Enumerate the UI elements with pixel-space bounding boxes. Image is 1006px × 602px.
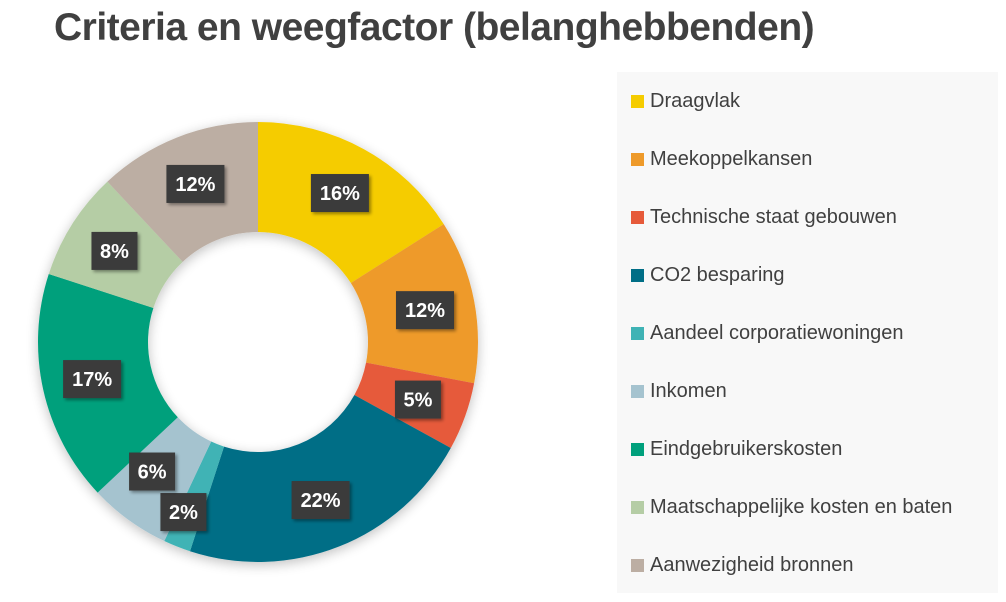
legend-label: Aanwezigheid bronnen [650, 553, 854, 576]
legend-item: Inkomen [631, 379, 727, 403]
data-label: 8% [91, 231, 138, 270]
legend-swatch [631, 442, 644, 456]
data-label-text: 17% [72, 369, 112, 391]
legend-label: Maatschappelijke kosten en baten [650, 495, 953, 518]
legend-label: Draagvlak [650, 89, 741, 112]
legend-item: Aanwezigheid bronnen [631, 553, 854, 577]
data-label: 12% [395, 291, 454, 330]
legend: Draagvlak Meekoppelkansen Technische staat… [617, 72, 998, 593]
data-label-text: 8% [100, 241, 129, 263]
legend-swatch [631, 94, 644, 108]
data-label: 22% [291, 481, 350, 520]
donut-slices [37, 122, 478, 562]
legend-label: Inkomen [650, 379, 727, 402]
data-label: 16% [310, 174, 369, 213]
data-label-text: 6% [138, 462, 167, 484]
legend-item: Aandeel corporatiewoningen [631, 321, 904, 345]
legend-swatch [631, 326, 644, 340]
legend-label: Eindgebruikerskosten [650, 437, 843, 460]
data-label-box [160, 493, 207, 532]
data-label: 6% [129, 452, 176, 491]
legend-label: Technische staat gebouwen [650, 205, 897, 228]
legend-item: Maatschappelijke kosten en baten [631, 495, 952, 519]
data-label: 17% [63, 360, 122, 399]
data-label-text: 12% [175, 174, 215, 196]
legend-swatch [631, 558, 644, 572]
legend-item: Technische staat gebouwen [631, 205, 897, 229]
legend-item: Meekoppelkansen [631, 147, 812, 171]
data-label-box [91, 231, 138, 270]
data-label-text: 16% [320, 183, 360, 205]
legend-swatch [631, 210, 644, 224]
legend-swatch [631, 384, 644, 398]
legend-swatch [631, 268, 644, 282]
legend-label: CO2 besparing [650, 263, 785, 286]
chart-title: Criteria en weegfactor (belanghebbenden) [54, 6, 815, 49]
legend-label: Meekoppelkansen [650, 147, 813, 170]
legend-label: Aandeel corporatiewoningen [650, 321, 904, 344]
data-label-box [63, 360, 122, 399]
data-labels: 16% 12% 5% 22% 2%6% 17% 8% 12% [63, 164, 454, 532]
data-label-text: 12% [405, 300, 445, 322]
data-label: 2% [160, 493, 207, 532]
legend-item: Draagvlak [631, 89, 740, 113]
legend-swatch [631, 500, 644, 514]
legend-item: Eindgebruikerskosten [631, 437, 842, 461]
data-label-box [394, 380, 441, 419]
data-label-text: 22% [301, 490, 341, 512]
data-label-text: 2% [169, 502, 198, 524]
data-label: 5% [394, 380, 441, 419]
data-label: 12% [166, 164, 225, 203]
data-label-box [395, 291, 454, 330]
data-label-box [129, 452, 176, 491]
legend-item: CO2 besparing [631, 263, 785, 287]
data-label-box [291, 481, 350, 520]
legend-swatch [631, 152, 644, 166]
slice-co2-besparing [190, 394, 451, 562]
data-label-box [310, 174, 369, 213]
data-label-box [166, 164, 225, 203]
data-label-text: 5% [403, 390, 432, 412]
